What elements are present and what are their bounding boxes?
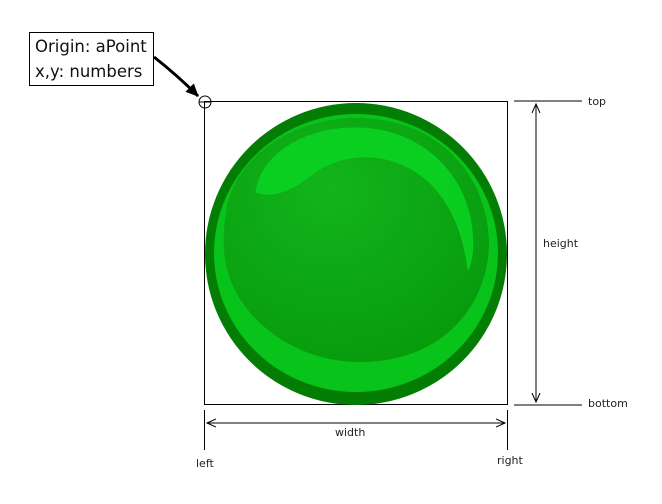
top-label: top	[588, 95, 607, 108]
callout-origin-text: Origin: aPoint	[35, 37, 147, 56]
origin-callout-box: Origin: aPoint x,y: numbers	[29, 32, 154, 86]
height-label: height	[543, 237, 579, 250]
bottom-label: bottom	[588, 397, 628, 410]
width-label: width	[335, 426, 366, 439]
right-label: right	[497, 454, 523, 467]
callout-xy-text: x,y: numbers	[35, 62, 143, 81]
callout-pointer-arrow	[153, 55, 200, 98]
left-label: left	[196, 457, 214, 470]
green-circle-icon	[205, 103, 507, 405]
